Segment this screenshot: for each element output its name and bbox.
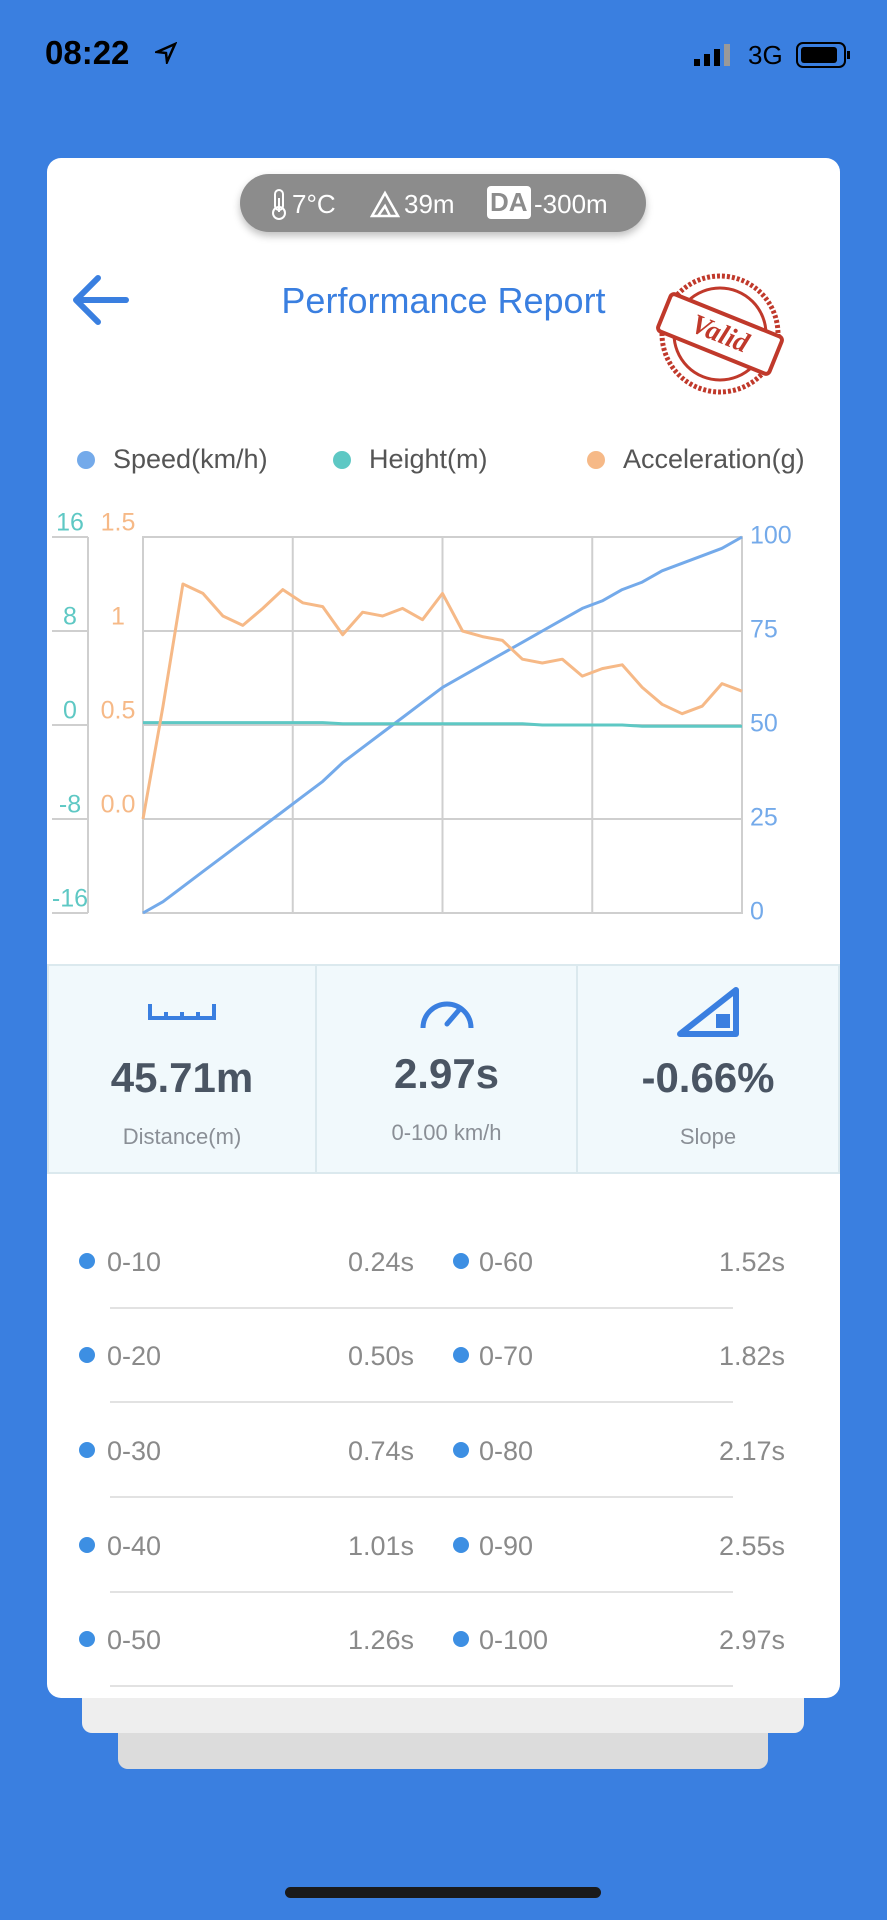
split-dot	[453, 1631, 469, 1647]
signal-icon	[694, 44, 730, 66]
valid-stamp: Valid	[656, 273, 784, 395]
stat-value: 2.97s	[393, 1050, 500, 1097]
split-range: 0-50	[107, 1625, 162, 1655]
altitude: 39m	[404, 189, 455, 219]
split-time: 0.24s	[347, 1247, 414, 1277]
split-dot	[453, 1347, 469, 1363]
y2-tick-label: 100	[750, 522, 792, 550]
y-tick-label: 8	[63, 603, 77, 631]
y2-tick-label: 50	[750, 710, 778, 738]
row-separator	[110, 1685, 733, 1687]
stat-label: 0-100 km/h	[391, 1120, 502, 1145]
stat-cell: 2.97s 0-100 km/h	[315, 964, 578, 1174]
split-dot	[453, 1442, 469, 1458]
stat-value: 45.71m	[110, 1054, 254, 1101]
y-tick-label: 0	[63, 697, 77, 725]
split-range: 0-70	[479, 1341, 534, 1371]
split-time: 0.74s	[347, 1436, 414, 1466]
split-time: 1.82s	[718, 1341, 785, 1371]
speedometer-icon	[420, 1001, 474, 1029]
split-time: 2.55s	[718, 1531, 785, 1561]
split-dot	[79, 1631, 95, 1647]
split-time: 2.97s	[718, 1625, 785, 1655]
split-range: 0-100	[479, 1625, 549, 1655]
battery-icon	[796, 42, 850, 68]
series-line	[143, 721, 742, 728]
network-type: 3G	[748, 40, 783, 70]
stat-label: Slope	[679, 1124, 737, 1149]
split-dot	[79, 1442, 95, 1458]
split-time: 2.17s	[718, 1436, 785, 1466]
page-title: Performance Report	[281, 280, 606, 321]
series-line	[141, 582, 743, 820]
slope-icon	[677, 987, 739, 1037]
split-time: 1.26s	[347, 1625, 414, 1655]
stat-cell: 45.71m Distance(m)	[47, 964, 317, 1174]
split-dot	[79, 1347, 95, 1363]
series-line	[142, 535, 743, 915]
stat-value: -0.66%	[641, 1054, 775, 1101]
da-badge: DA	[487, 186, 531, 219]
legend-marker	[587, 451, 605, 469]
y-tick-label: -16	[52, 885, 88, 913]
split-dot	[79, 1537, 95, 1553]
legend-label: Acceleration(g)	[623, 444, 805, 474]
legend-label: Height(m)	[369, 444, 488, 474]
home-indicator	[285, 1887, 601, 1898]
y2-tick-label: 75	[750, 616, 778, 644]
legend-label: Speed(km/h)	[113, 444, 268, 474]
y-tick-label: -8	[59, 791, 81, 819]
y-tick-label: 16	[56, 509, 84, 537]
split-time: 0.50s	[347, 1341, 414, 1371]
location-icon	[155, 42, 177, 64]
y3-tick-label: 0.0	[101, 791, 136, 819]
split-range: 0-20	[107, 1341, 162, 1371]
row-separator	[110, 1591, 733, 1593]
back-button[interactable]	[70, 272, 132, 328]
split-time: 1.01s	[347, 1531, 414, 1561]
split-dot	[453, 1537, 469, 1553]
split-range: 0-30	[107, 1436, 162, 1466]
row-separator	[110, 1401, 733, 1403]
y2-tick-label: 25	[750, 804, 778, 832]
y2-tick-label: 0	[750, 898, 764, 926]
ruler-icon	[148, 1004, 216, 1020]
y3-tick-label: 0.5	[101, 697, 136, 725]
stat-label: Distance(m)	[122, 1124, 242, 1149]
split-dot	[79, 1253, 95, 1269]
y3-tick-label: 1.5	[101, 509, 136, 537]
thermometer-icon	[272, 189, 286, 220]
conditions-pill: 7°C 39m DA -300m	[240, 174, 646, 232]
split-time: 1.52s	[718, 1247, 785, 1277]
legend-marker	[77, 451, 95, 469]
status-time: 08:22	[45, 34, 130, 71]
legend-marker	[333, 451, 351, 469]
mountain-icon	[370, 190, 400, 218]
split-range: 0-40	[107, 1531, 162, 1561]
split-range: 0-80	[479, 1436, 534, 1466]
split-range: 0-10	[107, 1247, 162, 1277]
report-card	[47, 158, 840, 1698]
density-altitude: -300m	[534, 189, 608, 219]
split-range: 0-90	[479, 1531, 534, 1561]
row-separator	[110, 1307, 733, 1309]
split-range: 0-60	[479, 1247, 534, 1277]
temperature: 7°C	[292, 189, 336, 219]
split-dot	[453, 1253, 469, 1269]
stat-cell: -0.66% Slope	[576, 964, 840, 1174]
row-separator	[110, 1496, 733, 1498]
y3-tick-label: 1	[111, 603, 125, 631]
